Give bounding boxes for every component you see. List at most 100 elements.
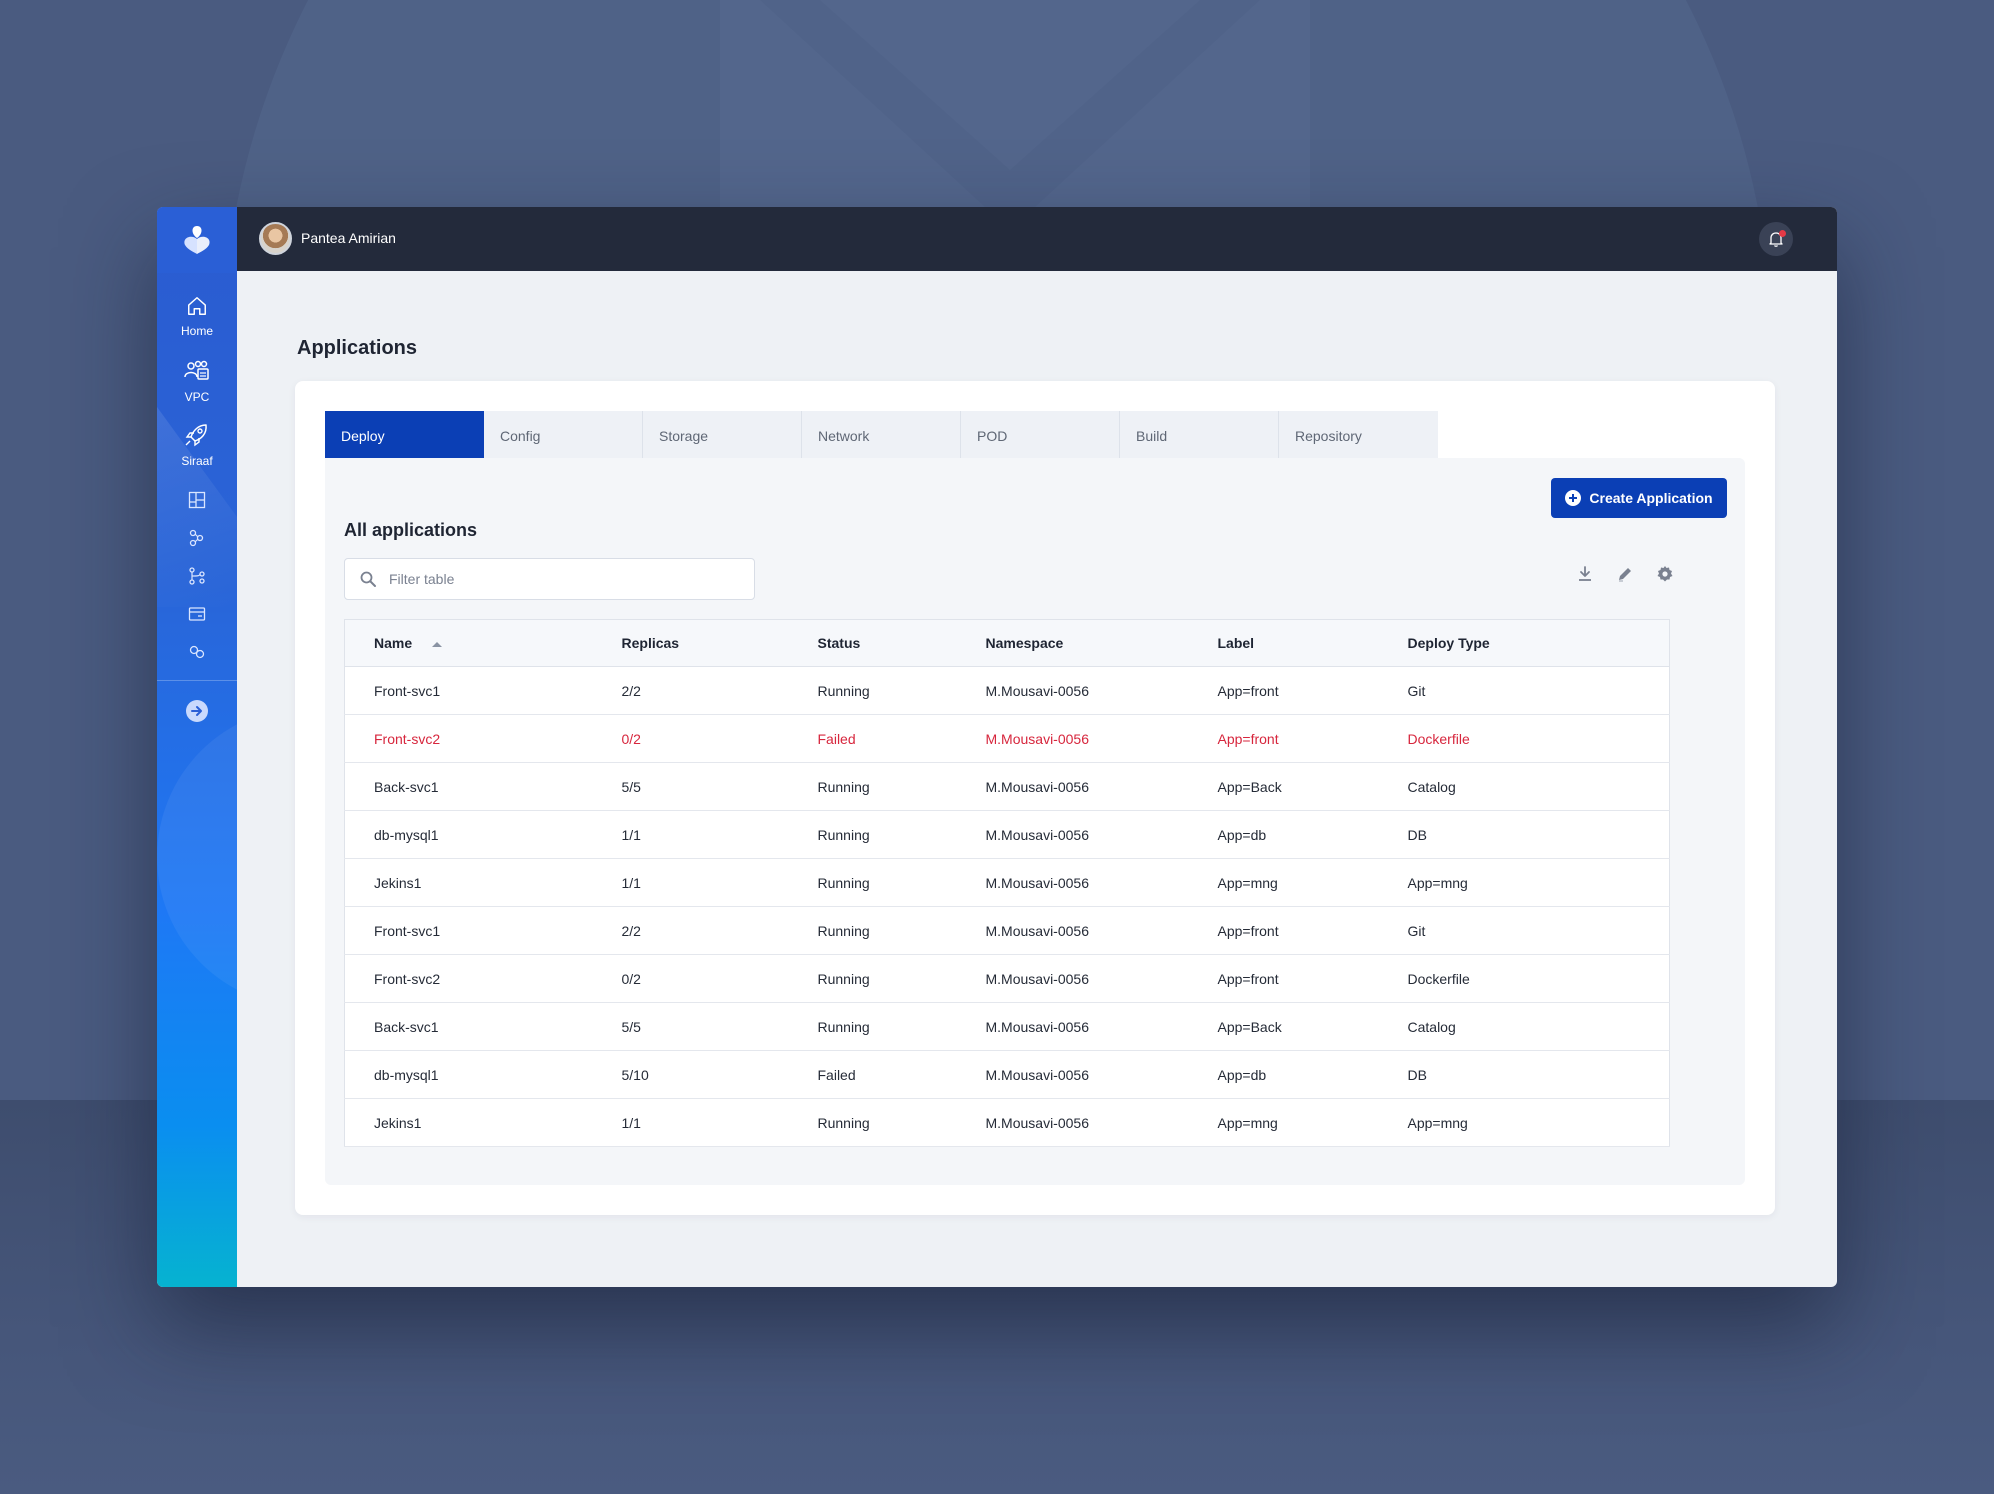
cell-deploy-type: Dockerfile — [1378, 954, 1670, 1003]
plus-circle-icon — [1565, 490, 1582, 506]
sidebar-item-siraaf[interactable]: Siraaf — [157, 423, 237, 468]
download-button[interactable] — [1575, 564, 1595, 584]
create-application-button[interactable]: Create Application — [1551, 478, 1727, 518]
column-header-namespace[interactable]: Namespace — [956, 619, 1189, 667]
cell-namespace: M.Mousavi-0056 — [956, 714, 1189, 763]
cell-name: Back-svc1 — [344, 762, 593, 811]
table-row[interactable]: db-mysql1 1/1 Running M.Mousavi-0056 App=db D… — [344, 810, 1670, 859]
bell-icon — [1769, 232, 1783, 247]
cell-name: db-mysql1 — [344, 810, 593, 859]
sidebar-item-dashboard[interactable] — [157, 486, 237, 514]
cell-status: Running — [788, 1098, 957, 1147]
applications-table: Name Replicas Status Namespace Label Dep… — [344, 619, 1670, 1147]
cell-replicas: 5/5 — [592, 762, 789, 811]
search-box — [344, 558, 755, 600]
cell-label: App=front — [1188, 954, 1379, 1003]
cell-name: Front-svc1 — [344, 906, 593, 955]
cell-status: Running — [788, 666, 957, 715]
cell-name: Front-svc2 — [344, 954, 593, 1003]
cell-status: Running — [788, 954, 957, 1003]
cell-label: App=mng — [1188, 1098, 1379, 1147]
sidebar-item-home[interactable]: Home — [157, 295, 237, 338]
cell-namespace: M.Mousavi-0056 — [956, 1050, 1189, 1099]
app-logo[interactable] — [157, 207, 237, 273]
cell-namespace: M.Mousavi-0056 — [956, 858, 1189, 907]
table-toolbar — [1575, 564, 1675, 584]
table-header-row: Name Replicas Status Namespace Label Dep… — [344, 619, 1670, 667]
sidebar-item-vpc[interactable]: VPC — [157, 359, 237, 404]
cell-label: App=Back — [1188, 1002, 1379, 1051]
cell-name: Jekins1 — [344, 1098, 593, 1147]
sidebar-item-card[interactable] — [157, 600, 237, 628]
tab-bar: Deploy Config Storage Network POD Build … — [325, 411, 1438, 458]
cell-status: Running — [788, 762, 957, 811]
sidebar-item-label: VPC — [184, 390, 210, 404]
tab-build[interactable]: Build — [1120, 411, 1279, 458]
sidebar-item-link[interactable] — [157, 638, 237, 666]
cell-namespace: M.Mousavi-0056 — [956, 906, 1189, 955]
table-row[interactable]: Front-svc1 2/2 Running M.Mousavi-0056 App=fr… — [344, 666, 1670, 715]
cell-replicas: 2/2 — [592, 906, 789, 955]
table-row[interactable]: Back-svc1 5/5 Running M.Mousavi-0056 App=Bac… — [344, 762, 1670, 811]
cell-deploy-type: Catalog — [1378, 1002, 1670, 1051]
column-header-replicas[interactable]: Replicas — [592, 619, 789, 667]
column-header-name[interactable]: Name — [344, 619, 593, 667]
cell-label: App=db — [1188, 810, 1379, 859]
tab-deploy[interactable]: Deploy — [325, 411, 484, 458]
sidebar-item-nodes[interactable] — [157, 524, 237, 552]
cell-deploy-type: Git — [1378, 666, 1670, 715]
top-bar: Pantea Amirian — [237, 207, 1837, 271]
cell-label: App=Back — [1188, 762, 1379, 811]
cell-replicas: 5/10 — [592, 1050, 789, 1099]
cell-deploy-type: DB — [1378, 1050, 1670, 1099]
table-row[interactable]: db-mysql1 5/10 Failed M.Mousavi-0056 App=db D… — [344, 1050, 1670, 1099]
cell-status: Running — [788, 810, 957, 859]
edit-button[interactable] — [1615, 564, 1635, 584]
settings-icon — [1657, 566, 1673, 582]
tab-storage[interactable]: Storage — [643, 411, 802, 458]
background-chevron — [760, 0, 1260, 230]
table-row[interactable]: Jekins1 1/1 Running M.Mousavi-0056 App=mng Ap… — [344, 1098, 1670, 1147]
applications-card: Deploy Config Storage Network POD Build … — [295, 381, 1775, 1215]
table-row[interactable]: Front-svc2 0/2 Running M.Mousavi-0056 App=fr… — [344, 954, 1670, 1003]
notifications-button[interactable] — [1759, 222, 1793, 256]
cell-replicas: 0/2 — [592, 714, 789, 763]
avatar[interactable] — [259, 222, 292, 255]
tab-config[interactable]: Config — [484, 411, 643, 458]
sidebar: Home VPC Siraaf — [157, 207, 237, 1287]
tab-network[interactable]: Network — [802, 411, 961, 458]
users-icon — [184, 360, 209, 380]
cell-status: Running — [788, 858, 957, 907]
cell-label: App=db — [1188, 1050, 1379, 1099]
search-icon — [360, 571, 376, 587]
column-header-status[interactable]: Status — [788, 619, 957, 667]
column-header-label[interactable]: Label — [1188, 619, 1379, 667]
cell-deploy-type: Dockerfile — [1378, 714, 1670, 763]
sidebar-expand-button[interactable] — [157, 697, 237, 725]
cell-namespace: M.Mousavi-0056 — [956, 810, 1189, 859]
sort-ascending-icon[interactable] — [432, 641, 443, 647]
rocket-icon — [185, 424, 207, 447]
table-row[interactable]: Front-svc1 2/2 Running M.Mousavi-0056 App=fr… — [344, 906, 1670, 955]
cell-label: App=front — [1188, 906, 1379, 955]
cell-replicas: 1/1 — [592, 858, 789, 907]
table-row[interactable]: Front-svc2 0/2 Failed M.Mousavi-0056 App=fro… — [344, 714, 1670, 763]
settings-button[interactable] — [1655, 564, 1675, 584]
tab-pod[interactable]: POD — [961, 411, 1120, 458]
cell-label: App=mng — [1188, 858, 1379, 907]
cell-name: db-mysql1 — [344, 1050, 593, 1099]
cell-namespace: M.Mousavi-0056 — [956, 762, 1189, 811]
tab-repository[interactable]: Repository — [1279, 411, 1438, 458]
table-row[interactable]: Jekins1 1/1 Running M.Mousavi-0056 App=mng Ap… — [344, 858, 1670, 907]
sidebar-item-branch[interactable] — [157, 562, 237, 590]
column-header-deploy-type[interactable]: Deploy Type — [1378, 619, 1670, 667]
cell-namespace: M.Mousavi-0056 — [956, 954, 1189, 1003]
cell-name: Back-svc1 — [344, 1002, 593, 1051]
search-input[interactable] — [389, 571, 729, 587]
table-row[interactable]: Back-svc1 5/5 Running M.Mousavi-0056 App=Bac… — [344, 1002, 1670, 1051]
cell-deploy-type: App=mng — [1378, 858, 1670, 907]
cell-name: Jekins1 — [344, 858, 593, 907]
cell-deploy-type: Git — [1378, 906, 1670, 955]
page-title: Applications — [297, 337, 418, 359]
user-name[interactable]: Pantea Amirian — [301, 230, 396, 246]
